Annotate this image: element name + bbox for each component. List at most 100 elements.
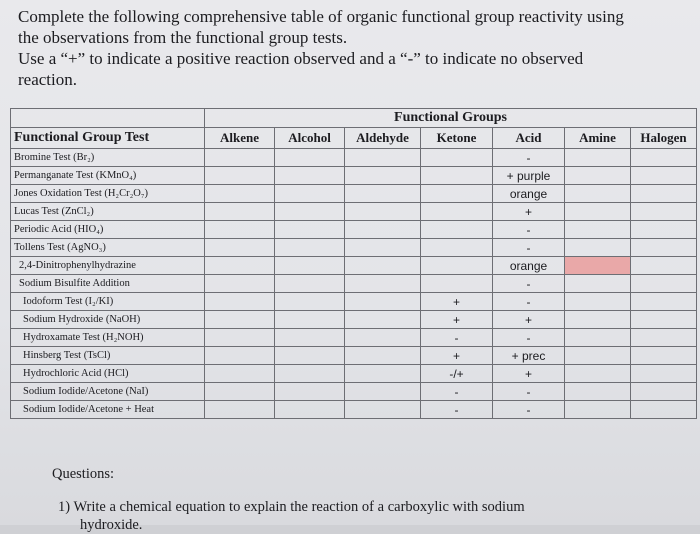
cell-alkene[interactable] [204, 256, 275, 275]
cell-acid[interactable]: - [492, 148, 565, 167]
cell-acid[interactable]: + purple [492, 166, 565, 185]
cell-halogen[interactable] [630, 346, 697, 365]
cell-alcohol[interactable] [274, 382, 345, 401]
cell-ketone[interactable]: - [420, 382, 493, 401]
cell-ketone[interactable] [420, 220, 493, 239]
cell-alkene[interactable] [204, 184, 275, 203]
cell-aldehyde[interactable] [344, 310, 421, 329]
cell-amine[interactable] [564, 292, 631, 311]
cell-amine[interactable] [564, 328, 631, 347]
cell-halogen[interactable] [630, 400, 697, 419]
cell-acid[interactable]: - [492, 274, 565, 293]
cell-aldehyde[interactable] [344, 184, 421, 203]
cell-halogen[interactable] [630, 382, 697, 401]
cell-alcohol[interactable] [274, 346, 345, 365]
cell-aldehyde[interactable] [344, 238, 421, 257]
cell-alcohol[interactable] [274, 292, 345, 311]
cell-acid[interactable]: - [492, 220, 565, 239]
cell-ketone[interactable] [420, 202, 493, 221]
cell-ketone[interactable] [420, 274, 493, 293]
cell-amine[interactable] [564, 166, 631, 185]
cell-acid[interactable]: - [492, 292, 565, 311]
cell-acid[interactable]: + prec [492, 346, 565, 365]
cell-acid[interactable]: orange [492, 184, 565, 203]
cell-halogen[interactable] [630, 166, 697, 185]
cell-halogen[interactable] [630, 256, 697, 275]
cell-amine[interactable] [564, 310, 631, 329]
cell-acid[interactable]: - [492, 382, 565, 401]
cell-amine[interactable] [564, 346, 631, 365]
cell-aldehyde[interactable] [344, 274, 421, 293]
cell-aldehyde[interactable] [344, 346, 421, 365]
cell-halogen[interactable] [630, 364, 697, 383]
cell-alkene[interactable] [204, 328, 275, 347]
cell-amine[interactable] [564, 364, 631, 383]
cell-halogen[interactable] [630, 184, 697, 203]
cell-aldehyde[interactable] [344, 400, 421, 419]
cell-alcohol[interactable] [274, 328, 345, 347]
cell-acid[interactable]: + [492, 364, 565, 383]
cell-amine[interactable] [564, 256, 631, 275]
cell-halogen[interactable] [630, 220, 697, 239]
cell-aldehyde[interactable] [344, 166, 421, 185]
cell-alkene[interactable] [204, 274, 275, 293]
cell-alkene[interactable] [204, 238, 275, 257]
cell-alcohol[interactable] [274, 310, 345, 329]
cell-ketone[interactable]: + [420, 310, 493, 329]
cell-halogen[interactable] [630, 328, 697, 347]
cell-ketone[interactable] [420, 256, 493, 275]
cell-alkene[interactable] [204, 166, 275, 185]
cell-acid[interactable]: + [492, 310, 565, 329]
cell-alcohol[interactable] [274, 202, 345, 221]
cell-alcohol[interactable] [274, 400, 345, 419]
cell-amine[interactable] [564, 274, 631, 293]
cell-alcohol[interactable] [274, 256, 345, 275]
cell-ketone[interactable]: + [420, 292, 493, 311]
cell-acid[interactable]: orange [492, 256, 565, 275]
cell-alkene[interactable] [204, 346, 275, 365]
cell-alkene[interactable] [204, 202, 275, 221]
cell-alcohol[interactable] [274, 364, 345, 383]
cell-alcohol[interactable] [274, 274, 345, 293]
cell-halogen[interactable] [630, 238, 697, 257]
cell-amine[interactable] [564, 184, 631, 203]
cell-ketone[interactable] [420, 148, 493, 167]
cell-aldehyde[interactable] [344, 382, 421, 401]
cell-amine[interactable] [564, 238, 631, 257]
cell-amine[interactable] [564, 148, 631, 167]
cell-halogen[interactable] [630, 148, 697, 167]
cell-ketone[interactable]: - [420, 400, 493, 419]
cell-alkene[interactable] [204, 148, 275, 167]
cell-alcohol[interactable] [274, 148, 345, 167]
cell-ketone[interactable] [420, 238, 493, 257]
cell-acid[interactable]: - [492, 328, 565, 347]
cell-aldehyde[interactable] [344, 328, 421, 347]
cell-alcohol[interactable] [274, 238, 345, 257]
cell-aldehyde[interactable] [344, 364, 421, 383]
cell-aldehyde[interactable] [344, 202, 421, 221]
cell-ketone[interactable]: -/+ [420, 364, 493, 383]
cell-alkene[interactable] [204, 364, 275, 383]
cell-aldehyde[interactable] [344, 256, 421, 275]
cell-ketone[interactable] [420, 184, 493, 203]
cell-aldehyde[interactable] [344, 148, 421, 167]
cell-amine[interactable] [564, 382, 631, 401]
cell-acid[interactable]: + [492, 202, 565, 221]
cell-ketone[interactable]: - [420, 328, 493, 347]
cell-aldehyde[interactable] [344, 220, 421, 239]
cell-amine[interactable] [564, 220, 631, 239]
cell-acid[interactable]: - [492, 238, 565, 257]
cell-aldehyde[interactable] [344, 292, 421, 311]
cell-alkene[interactable] [204, 400, 275, 419]
cell-ketone[interactable] [420, 166, 493, 185]
cell-alkene[interactable] [204, 382, 275, 401]
cell-alkene[interactable] [204, 292, 275, 311]
cell-alcohol[interactable] [274, 220, 345, 239]
cell-amine[interactable] [564, 400, 631, 419]
cell-halogen[interactable] [630, 274, 697, 293]
cell-halogen[interactable] [630, 202, 697, 221]
cell-acid[interactable]: - [492, 400, 565, 419]
cell-halogen[interactable] [630, 310, 697, 329]
cell-alkene[interactable] [204, 310, 275, 329]
cell-alkene[interactable] [204, 220, 275, 239]
